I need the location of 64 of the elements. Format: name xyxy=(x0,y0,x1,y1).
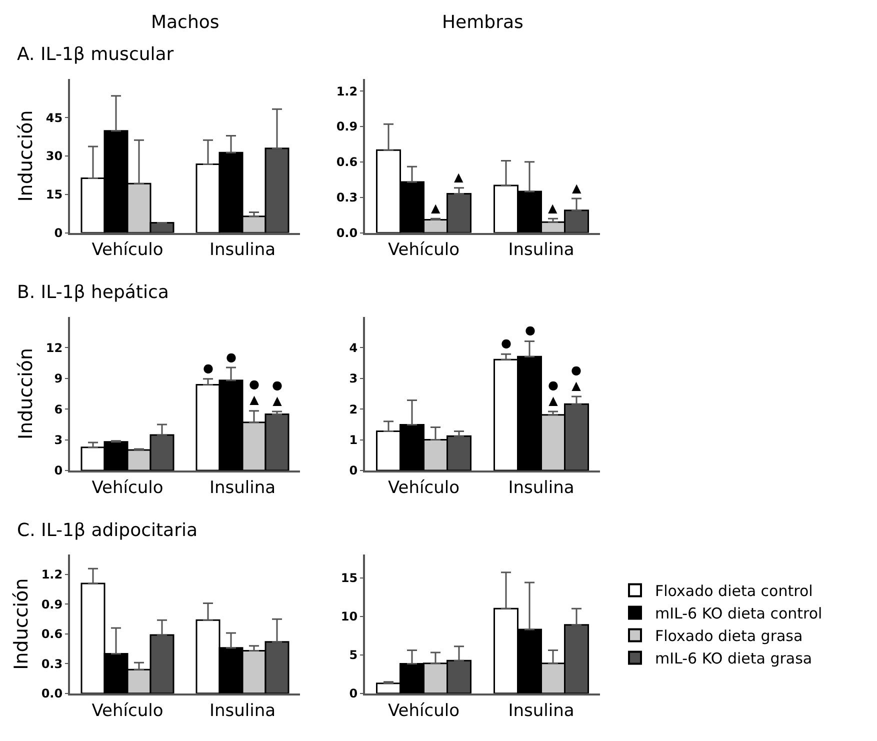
y-tick-label: 30 xyxy=(46,149,63,164)
y-tick-label: 45 xyxy=(46,110,63,125)
y-axis-title: Inducción xyxy=(10,578,33,670)
data-label: ▲ xyxy=(548,201,558,215)
chart-title: C. IL-1β adipocitaria xyxy=(17,520,198,541)
y-tick-label: 0.3 xyxy=(336,190,358,205)
y-tick-label: 0.9 xyxy=(336,120,358,134)
y-tick-label: 0 xyxy=(349,686,358,701)
y-tick-label: 6 xyxy=(54,402,63,416)
y-tick-label: 15 xyxy=(340,571,358,586)
y-tick-label: 0 xyxy=(349,464,358,478)
x-tick-label: Insulina xyxy=(508,240,574,260)
legend-label: Floxado dieta control xyxy=(655,582,813,600)
data-label: ● xyxy=(501,336,512,350)
y-tick-label: 0.3 xyxy=(41,656,63,671)
data-label: ● ▲ xyxy=(249,377,260,407)
x-tick-label: Vehículo xyxy=(92,700,164,721)
x-tick-label: Insulina xyxy=(209,240,276,260)
y-tick-label: 4 xyxy=(349,340,358,355)
x-tick-label: Insulina xyxy=(508,478,574,498)
y-tick-label: 0 xyxy=(54,464,63,478)
legend-label: mIL-6 KO dieta grasa xyxy=(655,650,812,668)
y-tick-label: 5 xyxy=(349,648,358,662)
x-tick-label: Vehículo xyxy=(388,240,460,260)
y-tick-label: 0.6 xyxy=(336,155,358,170)
text: Hembras xyxy=(442,12,524,33)
x-tick-label: Vehículo xyxy=(92,240,164,260)
chart-title: B. IL-1β hepática xyxy=(17,282,169,303)
y-tick-label: 1 xyxy=(349,433,358,448)
data-label: ▲ xyxy=(572,181,582,195)
y-tick-label: 0.9 xyxy=(41,597,63,612)
y-tick-label: 0.6 xyxy=(41,627,63,642)
x-tick-label: Insulina xyxy=(209,478,276,498)
y-axis-title: Inducción xyxy=(15,110,38,202)
x-tick-label: Vehículo xyxy=(388,700,460,721)
y-tick-label: 3 xyxy=(349,372,358,386)
y-tick-label: 1.2 xyxy=(336,84,358,98)
data-label: ● xyxy=(203,361,214,375)
legend-label: Floxado dieta grasa xyxy=(655,627,803,646)
data-label: ▲ xyxy=(454,170,464,184)
y-axis-title: Inducción xyxy=(15,348,38,440)
data-label: ● ▲ xyxy=(548,378,559,408)
x-tick-label: Vehículo xyxy=(388,478,460,498)
y-tick-label: 9 xyxy=(54,372,63,386)
y-tick-label: 0.0 xyxy=(336,226,358,240)
y-tick-label: 0.0 xyxy=(41,686,63,701)
y-tick-label: 15 xyxy=(46,188,63,202)
x-tick-label: Vehículo xyxy=(92,478,164,498)
data-label: ● ▲ xyxy=(571,363,582,393)
text: Machos xyxy=(151,12,220,33)
data-label: ● xyxy=(226,350,236,364)
y-tick-label: 12 xyxy=(46,340,63,355)
legend-label: mIL-6 KO dieta control xyxy=(655,604,822,623)
y-tick-label: 1.2 xyxy=(41,568,63,582)
x-tick-label: Insulina xyxy=(209,700,276,721)
y-tick-label: 10 xyxy=(340,610,358,624)
chart-title: A. IL-1β muscular xyxy=(17,44,174,65)
y-tick-label: 0 xyxy=(54,226,63,240)
y-tick-label: 2 xyxy=(349,402,358,416)
x-tick-label: Insulina xyxy=(508,700,574,721)
data-label: ● xyxy=(525,323,536,337)
y-tick-label: 3 xyxy=(54,433,63,448)
data-label: ▲ xyxy=(431,201,441,215)
data-label: ● ▲ xyxy=(272,378,283,408)
